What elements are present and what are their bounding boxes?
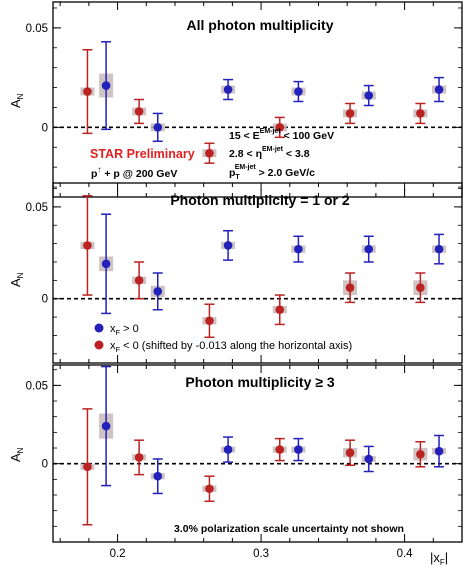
- panel-frame: [52, 364, 463, 543]
- data-point-negative: [275, 123, 285, 132]
- panel-multiplicity-3-plus: Photon multiplicity ≥ 3 AN 0.050 0.2 0.3 0…: [8, 364, 463, 567]
- x-tick-label: 0.3: [253, 548, 269, 560]
- star-preliminary-label: STAR Preliminary: [90, 147, 195, 161]
- data-point-negative: [205, 484, 214, 494]
- data-point-positive: [294, 445, 303, 454]
- data-point-positive: [364, 91, 374, 100]
- data-point-positive: [294, 87, 303, 96]
- panel-title: Photon multiplicity = 1 or 2: [170, 192, 350, 208]
- legend-marker-positive: [94, 323, 104, 333]
- y-axis-label: AN: [8, 93, 25, 108]
- data-point-positive: [153, 287, 163, 296]
- x-tick-label: 0.2: [110, 548, 126, 560]
- x-ticks: [59, 2, 434, 197]
- panel-multiplicity-1-or-2: Photon multiplicity = 1 or 2 AN 0.05 0 xF…: [8, 182, 463, 364]
- data-point-positive: [101, 421, 111, 431]
- panel-title: Photon multiplicity ≥ 3: [185, 374, 334, 390]
- legend-label-negative: xF < 0 (shifted by -0.013 along the hori…: [110, 340, 352, 354]
- eta-cut-label: 2.8 < ηEM-jet < 3.8: [229, 146, 310, 160]
- y-tick-label: 0.05: [26, 380, 48, 392]
- data-point-negative: [83, 462, 92, 472]
- y-axis-label: AN: [8, 447, 25, 462]
- data-point-positive: [101, 81, 111, 90]
- data-point-negative: [205, 148, 214, 158]
- data-point-negative: [345, 448, 355, 458]
- panel-title: All photon multiplicity: [187, 17, 334, 33]
- data-point-positive: [223, 241, 233, 250]
- data-point-negative: [134, 453, 144, 462]
- data-point-negative: [83, 87, 92, 96]
- data-point-positive: [364, 454, 374, 464]
- data-point-positive: [153, 471, 163, 481]
- data-point-positive: [223, 445, 233, 454]
- x-tick-label: 0.4: [397, 548, 414, 560]
- data-point-negative: [275, 305, 285, 315]
- panel-frame: [52, 1, 463, 198]
- x-axis-label: |xF|: [430, 550, 448, 567]
- y-tick-label: 0: [42, 122, 48, 134]
- data-point-negative: [134, 107, 144, 116]
- y-tick-label: 0.05: [26, 23, 48, 35]
- legend: xF > 0 xF < 0 (shifted by -0.013 along t…: [94, 323, 352, 354]
- panel-all-photon: All photon multiplicity AN 0.05 0 STAR Pr…: [8, 1, 463, 198]
- x-ticks: [59, 365, 434, 542]
- collision-label: p↑ + p @ 200 GeV: [91, 165, 177, 180]
- x-tick-labels: 0.2 0.3 0.4: [110, 548, 414, 560]
- x-ticks: [59, 183, 434, 363]
- y-ticks: 0.05 0: [26, 188, 462, 355]
- data-point-positive: [434, 85, 444, 94]
- data-point-negative: [416, 109, 425, 118]
- data-point-positive: [434, 244, 444, 254]
- legend-marker-negative: [94, 340, 104, 350]
- legend-label-positive: xF > 0: [110, 323, 139, 337]
- data-point-positive: [153, 123, 163, 132]
- data-points: [80, 195, 447, 339]
- data-point-negative: [205, 316, 214, 326]
- data-point-positive: [294, 244, 303, 254]
- panel-frame: [52, 182, 463, 364]
- y-tick-label: 0.05: [26, 202, 48, 214]
- data-points: [80, 365, 447, 526]
- pt-cut-label: pTEM-jet > 2.0 GeV/c: [229, 164, 315, 181]
- data-point-positive: [364, 244, 374, 254]
- y-ticks: 0.05 0: [26, 369, 462, 527]
- data-point-negative: [134, 276, 144, 285]
- data-point-positive: [434, 446, 444, 456]
- data-point-positive: [223, 85, 233, 94]
- data-points: [80, 41, 447, 164]
- data-point-negative: [83, 241, 92, 250]
- data-point-positive: [101, 259, 111, 269]
- data-point-negative: [345, 109, 355, 118]
- y-tick-label: 0: [42, 459, 48, 471]
- energy-cut-label: 15 < EEM-jet < 100 GeV: [229, 128, 334, 142]
- y-tick-label: 0: [42, 294, 48, 306]
- data-point-negative: [275, 445, 285, 454]
- data-point-negative: [345, 283, 355, 292]
- data-point-negative: [416, 449, 425, 459]
- polarization-note: 3.0% polarization scale uncertainty not …: [174, 523, 404, 535]
- y-axis-label: AN: [8, 272, 25, 287]
- data-point-negative: [416, 283, 425, 292]
